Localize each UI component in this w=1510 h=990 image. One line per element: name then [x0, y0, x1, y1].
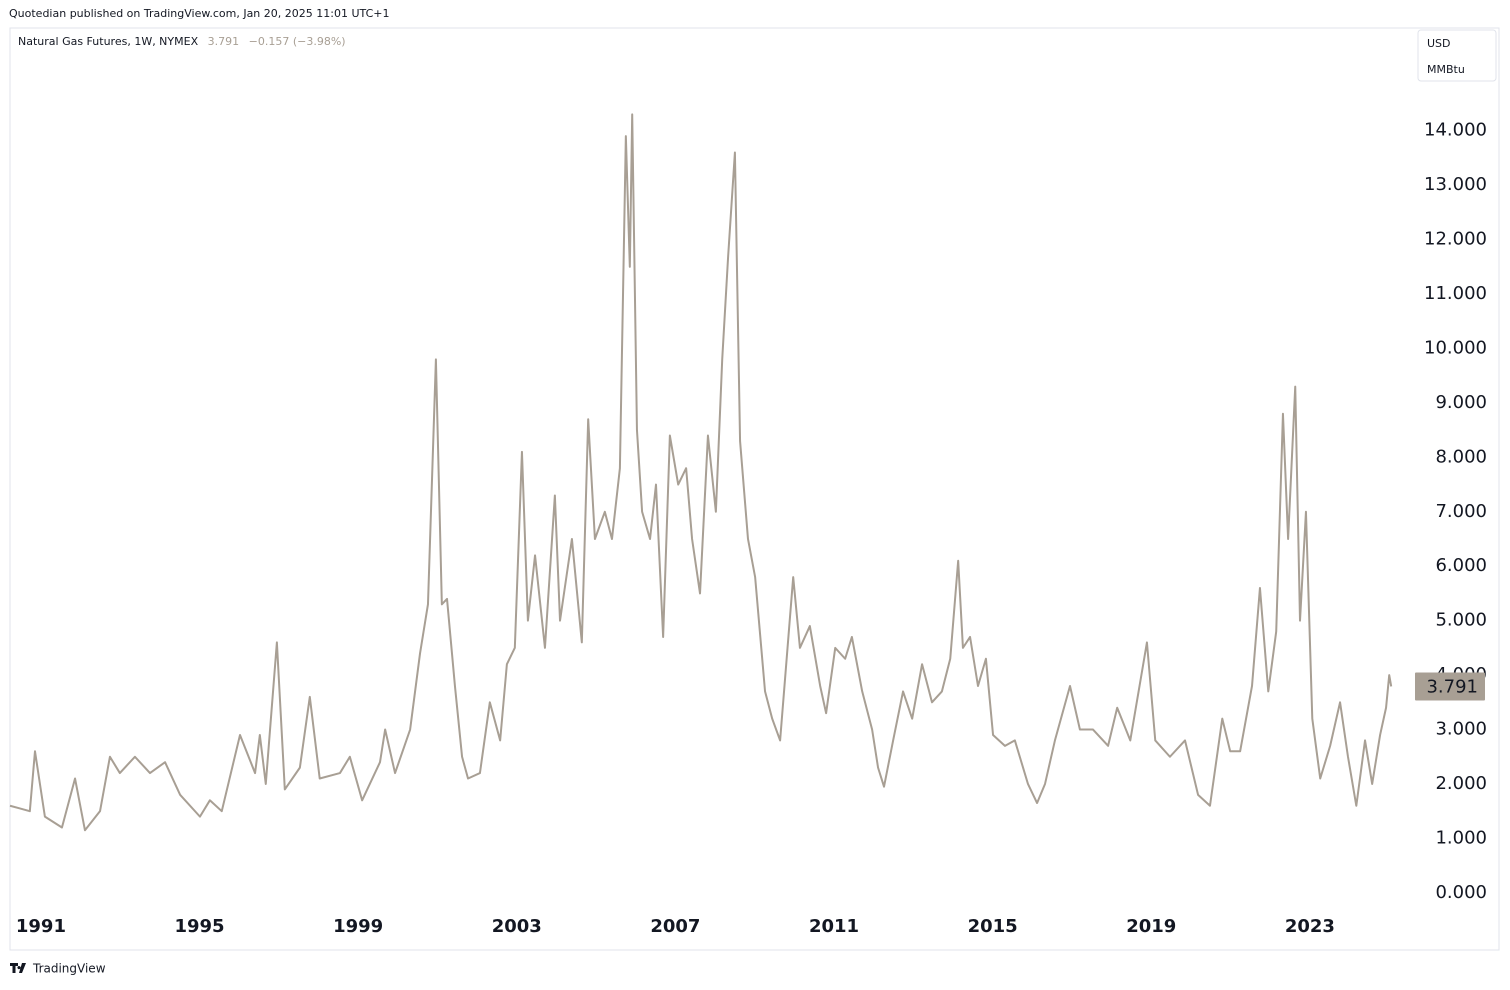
x-tick-label: 2011 — [809, 916, 859, 937]
legend-value: 3.791 — [208, 35, 240, 48]
x-tick-label: 1995 — [174, 916, 224, 937]
y-tick-label: 0.000 — [1435, 882, 1487, 903]
legend-change: −0.157 (−3.98%) — [249, 35, 346, 48]
price-label-bg — [1415, 672, 1485, 701]
y-tick-label: 9.000 — [1435, 392, 1487, 413]
y-tick-label: 14.000 — [1424, 120, 1487, 141]
price-line — [9, 113, 1393, 832]
unit-box[interactable] — [1417, 29, 1497, 82]
legend: Natural Gas Futures, 1W, NYMEX 3.791 −0.… — [18, 35, 346, 48]
y-tick-label: 11.000 — [1424, 283, 1487, 304]
y-tick-label: 3.000 — [1435, 719, 1487, 740]
x-tick-label: 2023 — [1285, 916, 1335, 937]
y-tick-label: 8.000 — [1435, 446, 1487, 467]
y-tick-label: 10.000 — [1424, 337, 1487, 358]
x-tick-label: 2015 — [968, 916, 1018, 937]
brand: TradingView — [10, 962, 106, 976]
legend-name: Natural Gas Futures, 1W, NYMEX — [18, 35, 199, 48]
x-tick-label: 2019 — [1126, 916, 1176, 937]
x-tick-label: 1991 — [16, 916, 66, 937]
y-tick-label: 12.000 — [1424, 229, 1487, 250]
published-note: Quotedian published on TradingView.com, … — [9, 7, 389, 20]
x-tick-label: 2007 — [650, 916, 700, 937]
y-tick-label: 1.000 — [1435, 827, 1487, 848]
x-tick-label: 2003 — [492, 916, 542, 937]
y-tick-label: 2.000 — [1435, 773, 1487, 794]
brand-logo — [10, 963, 26, 973]
y-tick-label: 13.000 — [1424, 174, 1487, 195]
brand-name: TradingView — [32, 962, 106, 976]
unit: MMBtu — [1427, 63, 1465, 76]
x-tick-label: 1999 — [333, 916, 383, 937]
currency: USD — [1427, 37, 1451, 50]
y-tick-label: 7.000 — [1435, 501, 1487, 522]
chart-frame — [9, 27, 1500, 951]
y-tick-label: 6.000 — [1435, 555, 1487, 576]
price-label: 3.791 — [1426, 676, 1478, 697]
plot-area: 0.0001.0002.0003.0004.0005.0006.0007.000… — [9, 113, 1487, 937]
y-tick-label: 5.000 — [1435, 610, 1487, 631]
